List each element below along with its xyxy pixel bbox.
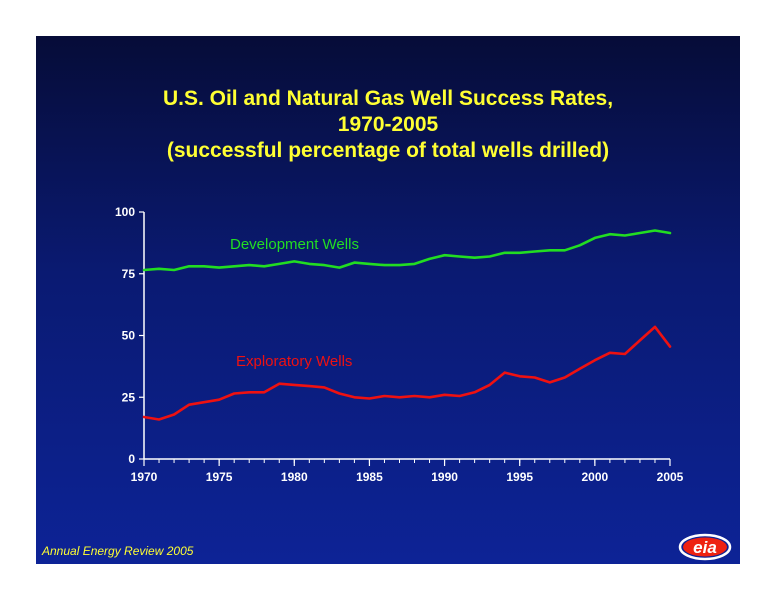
series-label-exploratory-wells: Exploratory Wells: [236, 353, 352, 370]
chart-series: [142, 229, 672, 421]
footer-source: Annual Energy Review 2005: [42, 544, 194, 558]
x-tick-label: 2000: [582, 470, 609, 484]
chart-axes: 0 25 50 75 100 1970 1975 1980 1985 1990 1995 2000 20…: [115, 205, 684, 484]
y-tick-label: 25: [122, 390, 136, 404]
x-tick-label: 1975: [206, 470, 233, 484]
x-tick-label: 1980: [281, 470, 308, 484]
series-line-development-wells: [142, 229, 672, 272]
y-tick-label: 75: [122, 267, 136, 281]
line-chart: 0 25 50 75 100 1970 1975 1980 1985 1990 1995 2000 20…: [115, 205, 684, 484]
chart-title: U.S. Oil and Natural Gas Well Success Ra…: [36, 86, 740, 164]
chart-title-line-3: (successful percentage of total wells dr…: [166, 139, 610, 162]
x-tick-label: 1985: [356, 470, 383, 484]
chart-title-line-2: 1970-2005: [337, 113, 439, 136]
slide-background: U.S. Oil and Natural Gas Well Success Ra…: [36, 36, 740, 564]
series-line-exploratory-wells: [142, 325, 672, 421]
series-label-development-wells: Development Wells: [230, 236, 359, 253]
y-tick-label: 0: [128, 452, 135, 466]
x-tick-label: 2005: [657, 470, 684, 484]
y-tick-label: 100: [115, 205, 135, 219]
y-tick-label: 50: [122, 329, 136, 343]
x-tick-label: 1990: [431, 470, 458, 484]
svg-text:eia: eia: [693, 538, 717, 557]
eia-logo-icon: eia: [678, 533, 732, 561]
chart-series-labels: Development Wells Exploratory Wells: [230, 236, 359, 370]
x-tick-label: 1970: [131, 470, 158, 484]
x-tick-label: 1995: [506, 470, 533, 484]
chart-title-line-1: U.S. Oil and Natural Gas Well Success Ra…: [162, 87, 614, 110]
